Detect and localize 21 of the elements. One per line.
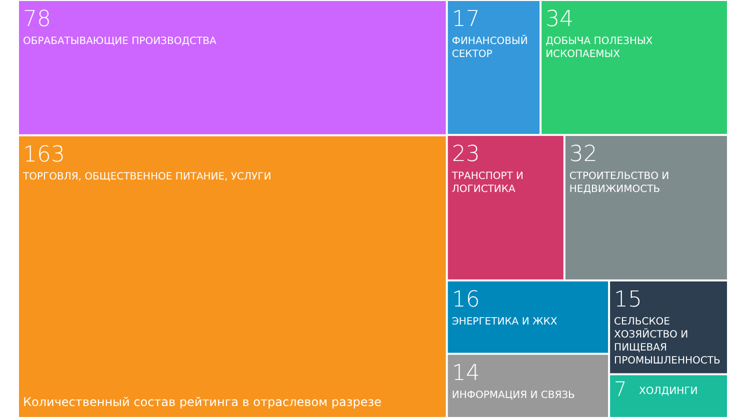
data-label: 78: [23, 7, 51, 32]
data-label: 163: [23, 142, 65, 168]
data-label: 34: [546, 7, 574, 32]
data-label: 17: [452, 7, 480, 32]
category-label: СТРОИТЕЛЬСТВО И НЕДВИЖИМОСТЬ: [569, 170, 670, 195]
category-label: ФИНАНСОВЫЙ СЕКТОР: [452, 34, 528, 60]
text: Количественный состав рейтинга в отраслевом разрезе: [23, 395, 382, 409]
category-label: ТОРГОВЛЯ, ОБЩЕСТВЕННОЕ ПИТАНИЕ, УСЛУГИ: [22, 171, 272, 182]
category-label: ХОЛДИНГИ: [639, 386, 698, 398]
category-label: ТРАНСПОРТ И ЛОГИСТИКА: [450, 170, 524, 195]
category-label: СЕЛЬСКОЕ ХОЗЯЙСТВО И ПИЩЕВАЯ ПРОМЫШЛЕННОСТЬ: [614, 316, 720, 366]
category-label: ЭНЕРГЕТИКА И ЖКХ: [452, 316, 558, 328]
category-label: ИНФОРМАЦИЯ И СВЯЗЬ: [452, 390, 576, 401]
data-label: 32: [569, 142, 598, 167]
data-label: 14: [452, 360, 480, 386]
data-label: 15: [614, 287, 642, 312]
category-label: ОБРАБАТЫВАЮЩИЕ ПРОИЗВОДСТВА: [23, 36, 216, 47]
data-label: 23: [452, 142, 480, 167]
category-label: ДОБЫЧА ПОЛЕЗНЫХ ИСКОПАЕМЫХ: [546, 36, 653, 60]
data-label: 16: [452, 287, 480, 312]
data-label: 7: [614, 377, 627, 402]
